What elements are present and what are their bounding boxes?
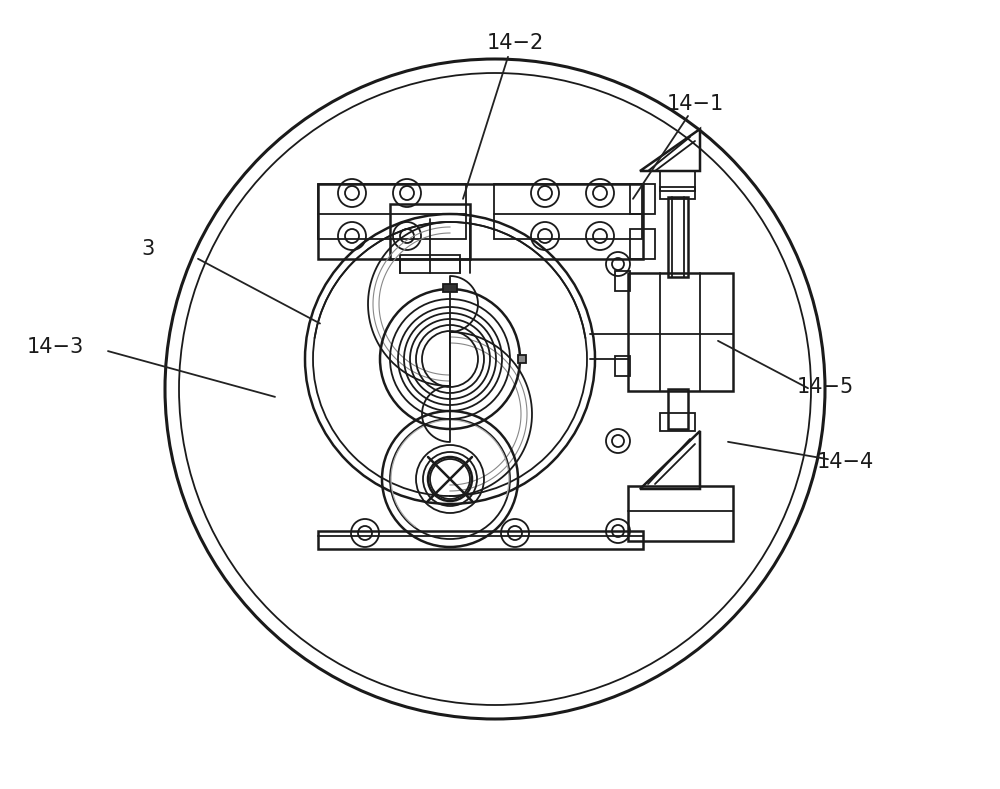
Bar [494, 184, 642, 239]
Bar [318, 184, 643, 259]
Bar [660, 413, 695, 431]
Bar [318, 531, 643, 549]
Bar [630, 229, 655, 259]
Bar [443, 284, 457, 292]
Bar [668, 197, 688, 277]
Bar [390, 204, 470, 259]
Bar [615, 271, 630, 291]
Bar [615, 356, 630, 376]
Bar [668, 389, 688, 429]
Bar [660, 187, 695, 199]
Text: 14−2: 14−2 [486, 33, 544, 54]
Text: 14−4: 14−4 [816, 451, 874, 472]
Text: 3: 3 [141, 238, 155, 259]
Bar [628, 273, 733, 391]
Bar [518, 355, 526, 363]
Bar [400, 255, 460, 273]
Bar [630, 184, 655, 214]
Bar [628, 486, 733, 541]
Bar [660, 171, 695, 191]
Text: 14−1: 14−1 [666, 94, 724, 114]
Text: 14−3: 14−3 [26, 337, 84, 357]
Text: 14−5: 14−5 [796, 376, 854, 397]
Bar [318, 184, 466, 239]
